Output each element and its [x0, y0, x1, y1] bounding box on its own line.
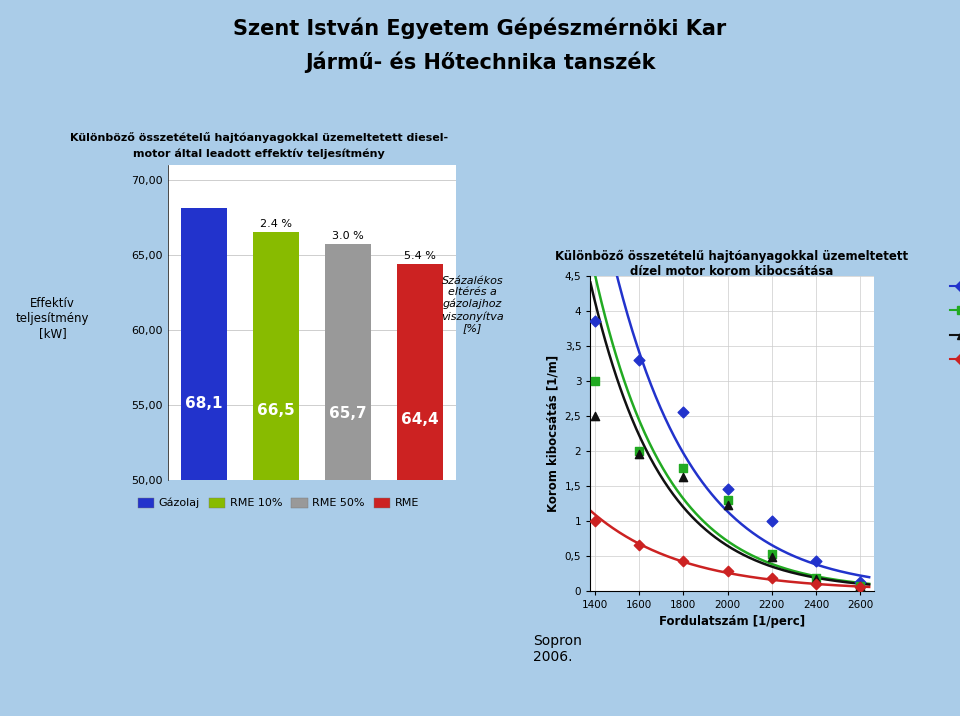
Point	[808, 578, 824, 589]
Point	[632, 539, 647, 551]
Point	[588, 410, 603, 422]
Text: 2.4 %: 2.4 %	[260, 219, 292, 229]
Point	[632, 354, 647, 365]
Point	[632, 448, 647, 460]
Text: dízel motor korom kibocsátása: dízel motor korom kibocsátása	[630, 265, 833, 278]
Bar	[396, 263, 444, 480]
Point	[808, 572, 824, 584]
Point	[676, 407, 691, 418]
Text: 64,4: 64,4	[401, 412, 439, 427]
Point	[764, 515, 780, 526]
Text: Százalékos
eltérés a
gázolajhoz
viszonyítva
[%]: Százalékos eltérés a gázolajhoz viszonyí…	[441, 276, 504, 333]
Bar	[252, 232, 300, 480]
X-axis label: Fordulatszám [1/perc]: Fordulatszám [1/perc]	[659, 615, 805, 628]
Point	[676, 463, 691, 474]
Text: Különböző összetételű hajtóanyagokkal üzemeltetett diesel-: Különböző összetételű hajtóanyagokkal üz…	[70, 132, 448, 143]
Point	[852, 581, 868, 592]
Point	[720, 566, 735, 577]
Text: Jármű- és Hőtechnika tanszék: Jármű- és Hőtechnika tanszék	[304, 52, 656, 73]
Point	[720, 483, 735, 495]
Text: motor által leadott effektív teljesítmény: motor által leadott effektív teljesítmén…	[133, 148, 385, 159]
Point	[676, 556, 691, 567]
Text: Különböző összetételű hajtóanyagokkal üzemeltetett: Különböző összetételű hajtóanyagokkal üz…	[555, 251, 908, 263]
Point	[720, 500, 735, 511]
Point	[764, 551, 780, 563]
Point	[588, 515, 603, 526]
Y-axis label: Korom kibocsátás [1/m]: Korom kibocsátás [1/m]	[546, 354, 559, 512]
Point	[852, 576, 868, 588]
Text: 3.0 %: 3.0 %	[332, 231, 364, 241]
Point	[764, 572, 780, 584]
Text: Effektív
teljesítmény
[kW]: Effektív teljesítmény [kW]	[16, 297, 89, 340]
Text: 65,7: 65,7	[329, 406, 367, 421]
Legend: Gázolaj, RME 10%, RME 50%, RME: Gázolaj, RME 10%, RME 50%, RME	[133, 493, 423, 513]
Text: 5.4 %: 5.4 %	[404, 251, 436, 261]
Bar	[180, 208, 228, 480]
Point	[764, 548, 780, 560]
Point	[588, 316, 603, 327]
Point	[808, 574, 824, 585]
Text: Sopron
2006.: Sopron 2006.	[533, 634, 582, 664]
Point	[852, 581, 868, 593]
Text: Szent István Egyetem Gépészmérnöki Kar: Szent István Egyetem Gépészmérnöki Kar	[233, 18, 727, 39]
Text: 66,5: 66,5	[257, 403, 295, 418]
Point	[720, 494, 735, 505]
Point	[588, 375, 603, 387]
Bar	[324, 244, 372, 480]
Point	[676, 472, 691, 483]
Point	[632, 445, 647, 456]
Point	[808, 556, 824, 567]
Legend: Gázolaj, RME10%, RME50%, RME: Gázolaj, RME10%, RME50%, RME	[945, 276, 960, 372]
Point	[852, 580, 868, 591]
Text: 68,1: 68,1	[185, 396, 223, 411]
